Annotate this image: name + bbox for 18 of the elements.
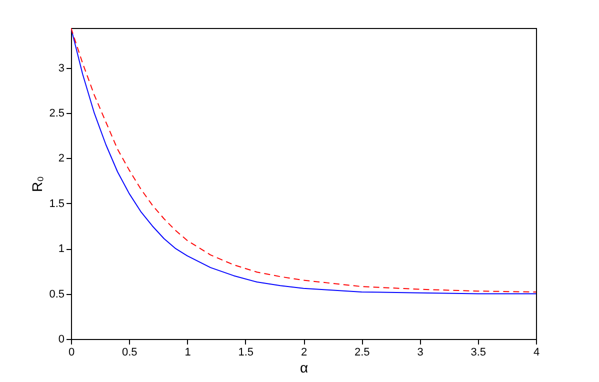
y-tick-label: 0.5 bbox=[49, 288, 64, 300]
x-tick-label: 2.5 bbox=[354, 346, 370, 358]
y-tick-label: 0 bbox=[58, 334, 64, 346]
x-tick-label: 1.5 bbox=[238, 346, 254, 358]
x-tick-label: 3.5 bbox=[470, 346, 486, 358]
y-axis-title: R₀ bbox=[29, 176, 46, 192]
x-axis-title: α bbox=[300, 360, 308, 376]
y-tick-label: 3 bbox=[58, 62, 64, 74]
y-tick-label: 2.5 bbox=[49, 107, 64, 120]
x-tick-label: 1 bbox=[184, 346, 191, 358]
x-tick-label: 0 bbox=[68, 346, 75, 358]
x-tick-label: 2 bbox=[300, 346, 308, 358]
y-tick-label: 1.5 bbox=[49, 198, 64, 210]
x-tick-label: 4 bbox=[533, 346, 540, 358]
x-tick-label: 0.5 bbox=[122, 346, 138, 358]
x-tick-label: 3 bbox=[417, 346, 424, 358]
y-tick-label: 2 bbox=[58, 152, 64, 165]
y-tick-label: 1 bbox=[58, 243, 64, 256]
